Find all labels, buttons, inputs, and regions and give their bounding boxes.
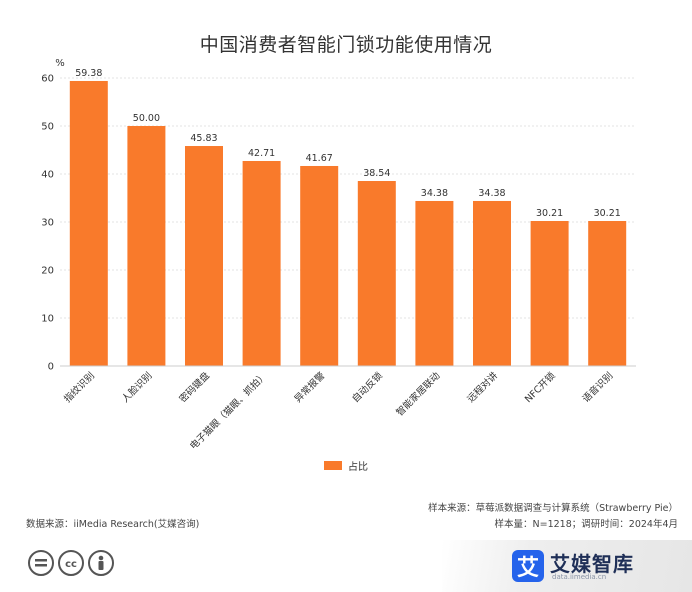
bar: [300, 165, 339, 366]
x-tick-label: 异常报警: [292, 369, 328, 405]
value-label: 45.83: [190, 133, 217, 144]
y-tick-label: 40: [41, 170, 54, 181]
y-tick-label: 20: [41, 266, 54, 277]
value-label: 59.38: [75, 68, 102, 79]
value-label: 50.00: [133, 113, 160, 124]
y-axis-ticks: 0 10 20 30 40 50 60: [41, 74, 54, 373]
svg-text:cc: cc: [65, 559, 77, 569]
sample-source: 样本来源：草莓派数据调查与计算系统（Strawberry Pie）: [428, 503, 678, 514]
bar: [185, 146, 223, 366]
x-tick-label: 自动反锁: [350, 369, 386, 405]
brand-background: [442, 540, 692, 592]
x-tick-label: 语音识别: [580, 370, 615, 405]
bar-chart: 0 10 20 30 40 50 60 % 59.38 50.00 45.83 42.71 41.6…: [41, 58, 636, 450]
bars: [69, 80, 627, 366]
y-tick-label: 10: [41, 314, 54, 325]
y-axis-unit: %: [55, 58, 65, 69]
bar: [588, 220, 627, 366]
data-source: 数据来源：iiMedia Research(艾媒咨询): [26, 519, 200, 530]
y-tick-label: 60: [41, 74, 54, 85]
person-icon: [88, 550, 114, 576]
legend-swatch: [324, 461, 342, 470]
bar: [415, 200, 454, 366]
cc-icon: cc: [58, 550, 84, 576]
bar: [357, 181, 396, 366]
x-tick-label: 人脸识别: [119, 370, 154, 405]
value-label: 38.54: [363, 168, 390, 179]
brand-logo: 艾: [512, 550, 544, 582]
x-tick-label: 指纹识别: [62, 370, 97, 405]
bar: [530, 220, 569, 366]
y-tick-label: 50: [41, 122, 54, 133]
equals-icon: [28, 550, 54, 576]
license-icons: cc: [28, 550, 114, 576]
value-label: 30.21: [536, 208, 563, 219]
sample-info: 样本量：N=1218；调研时间：2024年4月: [494, 519, 678, 530]
value-label: 30.21: [594, 208, 621, 219]
x-tick-label: 远程对讲: [465, 369, 501, 405]
bar: [69, 80, 108, 366]
chart-title: 中国消费者智能门锁功能使用情况: [199, 34, 493, 56]
x-tick-label: 密码键盘: [177, 369, 213, 405]
value-labels: 59.38 50.00 45.83 42.71 41.67 38.54 34.38 34.38…: [75, 68, 621, 219]
y-tick-label: 30: [41, 218, 54, 229]
legend-label: 占比: [348, 462, 368, 473]
brand-watermark: 艾 艾媒智库 data.iimedia.cn: [442, 540, 692, 592]
value-label: 42.71: [248, 148, 275, 159]
bar: [242, 160, 281, 366]
value-label: 41.67: [306, 153, 333, 164]
value-label: 34.38: [478, 188, 505, 199]
x-tick-label: 智能家居联动: [394, 370, 443, 419]
bar: [127, 126, 166, 366]
bar: [473, 200, 511, 366]
brand-name: 艾媒智库: [550, 552, 634, 576]
value-label: 34.38: [421, 188, 448, 199]
x-tick-label: NFC开锁: [522, 369, 558, 405]
brand-url: data.iimedia.cn: [552, 573, 607, 581]
y-tick-label: 0: [48, 362, 54, 373]
legend: 占比: [0, 458, 692, 473]
